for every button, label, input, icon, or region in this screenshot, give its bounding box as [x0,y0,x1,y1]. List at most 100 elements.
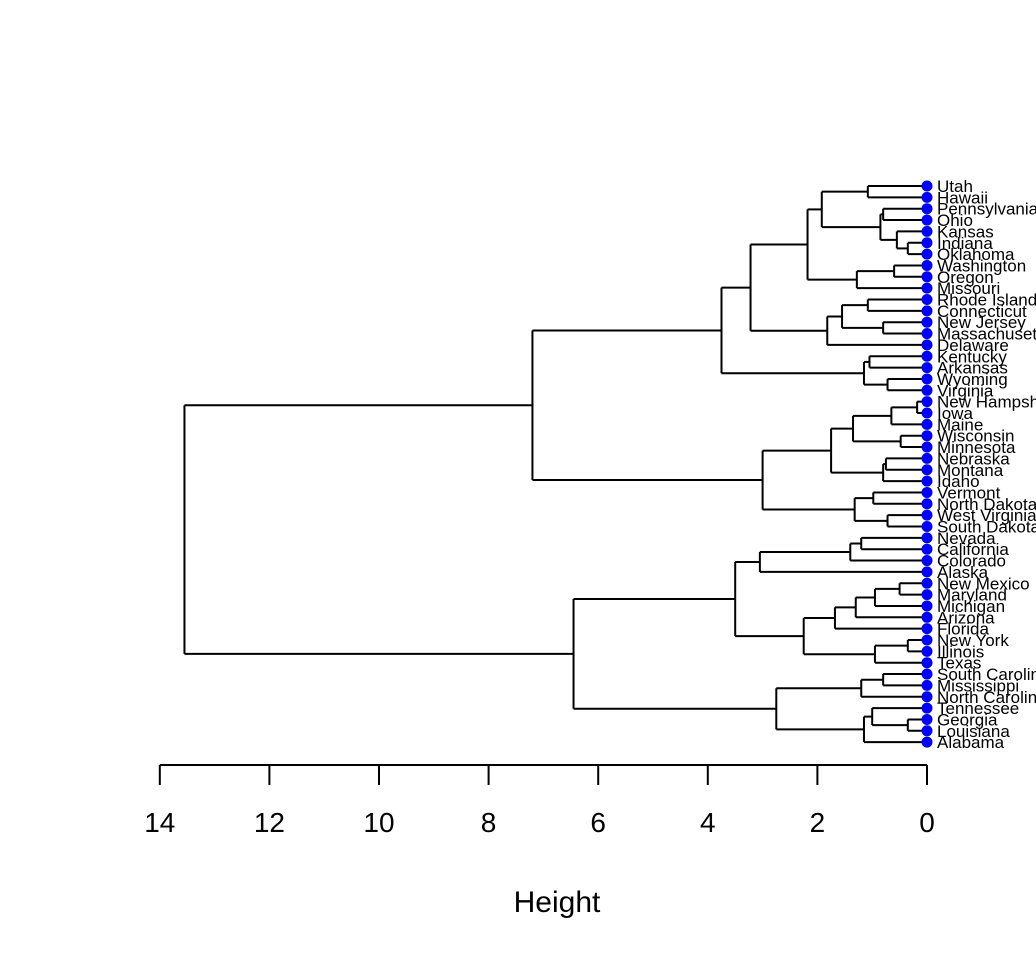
leaf-label: Arizona [937,608,995,627]
leaf-marker [921,509,933,521]
leaf-label: Kansas [937,222,994,241]
x-axis: 14 12 10 8 6 4 2 0 [144,764,935,838]
leaf-label: Virginia [937,381,994,400]
x-axis-tick-label: 12 [254,807,285,838]
leaf-marker [921,543,933,555]
leaf-marker [921,237,933,249]
leaf-label: Ohio [937,211,973,230]
leaf-label: Alaska [937,563,989,582]
leaf-marker [921,486,933,498]
leaf-marker [921,713,933,725]
leaf-marker [921,679,933,691]
leaf-marker [921,191,933,203]
leaf-marker [921,396,933,408]
x-axis-tick-label: 2 [810,807,826,838]
leaf-label: Indiana [937,234,993,253]
dendrogram-branches [183,185,927,744]
leaf-marker [921,350,933,362]
leaf-marker [921,248,933,260]
leaf-label: New York [937,631,1009,650]
leaf-marker [921,418,933,430]
leaf-label: Wyoming [937,370,1008,389]
x-axis-tick-label: 8 [481,807,497,838]
x-axis-tick-label: 10 [363,807,394,838]
leaf-label: Rhode Island [937,291,1036,310]
leaf-markers [921,180,933,748]
leaf-marker [921,180,933,192]
leaf-label: Oklahoma [937,245,1015,264]
leaf-label: Florida [937,620,990,639]
leaf-label: Maine [937,415,983,434]
leaf-label: Illinois [937,642,984,661]
leaf-label: Hawaii [937,188,988,207]
leaf-marker [921,430,933,442]
leaf-marker [921,611,933,623]
leaf-label: North Dakota [937,495,1036,514]
leaf-label: Arkansas [937,359,1008,378]
leaf-marker [921,521,933,532]
leaf-label: Minnesota [937,438,1016,457]
leaf-label: Vermont [937,483,1001,502]
leaf-label: South Carolina [937,665,1036,684]
leaf-label: Nevada [937,529,996,548]
leaf-label: Tennessee [937,699,1019,718]
leaf-marker [921,441,933,453]
leaf-marker [921,645,933,657]
leaf-label: Michigan [937,597,1005,616]
leaf-label: Idaho [937,472,980,491]
leaf-marker [921,384,933,396]
leaf-label: Louisiana [937,722,1010,741]
leaf-label: New Hampshire [937,393,1036,412]
leaf-label: Nebraska [937,449,1010,468]
leaf-labels: UtahHawaiiPennsylvaniaOhioKansasIndianaO… [937,177,1036,752]
leaf-label: Connecticut [937,302,1027,321]
leaf-label: North Carolina [937,688,1036,707]
leaf-marker [921,566,933,578]
leaf-label: New Mexico [937,574,1030,593]
leaf-marker [921,373,933,385]
leaf-marker [921,532,933,544]
leaf-label: Alabama [937,733,1005,752]
leaf-marker [921,634,933,646]
leaf-label: Maryland [937,586,1007,605]
leaf-marker [921,328,933,340]
leaf-label: Washington [937,256,1026,275]
leaf-marker [921,316,933,328]
leaf-label: South Dakota [937,518,1036,537]
leaf-marker [921,577,933,589]
leaf-marker [921,600,933,612]
leaf-marker [921,464,933,476]
leaf-marker [921,259,933,271]
leaf-marker [921,555,933,567]
leaf-label: West Virginia [937,506,1036,525]
leaf-marker [921,282,933,294]
leaf-marker [921,407,933,419]
leaf-marker [921,589,933,601]
leaf-marker [921,305,933,317]
leaf-marker [921,203,933,215]
leaf-marker [921,339,933,351]
leaf-label: Missouri [937,279,1000,298]
leaf-marker [921,736,933,748]
leaf-marker [921,668,933,680]
leaf-label: Texas [937,654,981,673]
x-axis-tick-label: 4 [700,807,716,838]
leaf-marker [921,725,933,737]
x-axis-tick-label: 0 [919,807,935,838]
leaf-marker [921,475,933,487]
leaf-label: California [937,540,1009,559]
leaf-label: Iowa [937,404,973,423]
leaf-marker [921,362,933,374]
leaf-marker [921,294,933,305]
leaf-label: Wisconsin [937,427,1014,446]
leaf-label: Georgia [937,710,998,729]
leaf-marker [921,691,933,703]
leaf-marker [921,271,933,283]
x-axis-tick-label: 6 [590,807,606,838]
leaf-label: Pennsylvania [937,200,1036,219]
x-axis-title: Height [514,886,601,919]
leaf-marker [921,225,933,237]
leaf-marker [921,657,933,669]
leaf-marker [921,498,933,510]
